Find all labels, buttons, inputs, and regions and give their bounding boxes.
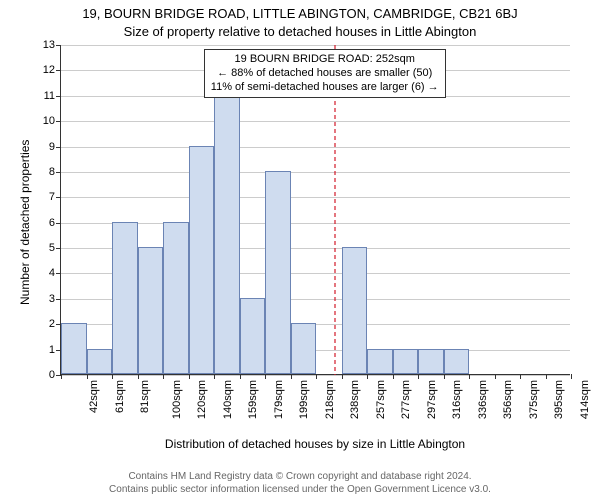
footer-line-2: Contains public sector information licen… (0, 484, 600, 497)
x-tick-mark (265, 374, 266, 379)
histogram-bar (163, 222, 189, 374)
x-tick-label: 375sqm (528, 380, 540, 419)
chart-footer: Contains HM Land Registry data © Crown c… (0, 471, 600, 496)
x-tick-label: 336sqm (477, 380, 489, 419)
chart-page: 19, BOURN BRIDGE ROAD, LITTLE ABINGTON, … (0, 0, 600, 500)
annotation-box: 19 BOURN BRIDGE ROAD: 252sqm← 88% of det… (204, 49, 446, 98)
histogram-bar (418, 349, 444, 374)
y-tick-mark (56, 299, 61, 300)
histogram-bar (291, 323, 317, 374)
y-tick-label: 9 (49, 141, 55, 153)
x-tick-mark (291, 374, 292, 379)
y-tick-mark (56, 121, 61, 122)
histogram-bar (393, 349, 419, 374)
y-tick-label: 12 (43, 64, 55, 76)
x-tick-mark (214, 374, 215, 379)
x-tick-mark (444, 374, 445, 379)
y-tick-label: 4 (49, 267, 55, 279)
y-tick-label: 6 (49, 217, 55, 229)
grid-line (61, 121, 570, 122)
x-tick-label: 81sqm (139, 380, 151, 413)
x-tick-mark (87, 374, 88, 379)
x-tick-mark (520, 374, 521, 379)
histogram-bar (87, 349, 113, 374)
y-tick-mark (56, 197, 61, 198)
footer-line-1: Contains HM Land Registry data © Crown c… (0, 471, 600, 484)
x-tick-mark (495, 374, 496, 379)
annotation-line-3: 11% of semi-detached houses are larger (… (211, 81, 439, 95)
x-tick-mark (138, 374, 139, 379)
histogram-bar (342, 247, 368, 374)
x-tick-label: 120sqm (196, 380, 208, 419)
y-axis-title: Number of detached properties (18, 140, 32, 305)
x-tick-label: 42sqm (88, 380, 100, 413)
histogram-bar (61, 323, 87, 374)
grid-line (61, 197, 570, 198)
histogram-bar (265, 171, 291, 374)
histogram-bar (444, 349, 470, 374)
x-tick-mark (112, 374, 113, 379)
x-tick-label: 257sqm (375, 380, 387, 419)
plot-area: 01234567891011121342sqm61sqm81sqm100sqm1… (60, 45, 570, 375)
y-tick-mark (56, 147, 61, 148)
x-axis-title: Distribution of detached houses by size … (60, 437, 570, 451)
x-tick-mark (393, 374, 394, 379)
grid-line (61, 45, 570, 46)
x-tick-mark (240, 374, 241, 379)
y-tick-mark (56, 70, 61, 71)
histogram-bar (189, 146, 215, 374)
y-tick-mark (56, 45, 61, 46)
x-tick-label: 297sqm (426, 380, 438, 419)
x-tick-mark (316, 374, 317, 379)
chart-title-main: 19, BOURN BRIDGE ROAD, LITTLE ABINGTON, … (0, 6, 600, 21)
y-tick-label: 11 (44, 90, 55, 102)
x-tick-mark (367, 374, 368, 379)
chart-title-sub: Size of property relative to detached ho… (0, 24, 600, 39)
x-tick-mark (469, 374, 470, 379)
x-tick-label: 277sqm (400, 380, 412, 419)
x-tick-label: 356sqm (502, 380, 514, 419)
y-tick-label: 10 (43, 115, 55, 127)
y-tick-mark (56, 273, 61, 274)
histogram-bar (214, 95, 240, 374)
grid-line (61, 147, 570, 148)
y-tick-label: 8 (49, 166, 55, 178)
x-tick-label: 395sqm (553, 380, 565, 419)
grid-line (61, 172, 570, 173)
x-tick-mark (189, 374, 190, 379)
x-tick-label: 218sqm (324, 380, 336, 419)
y-tick-label: 0 (49, 369, 55, 381)
y-tick-mark (56, 172, 61, 173)
x-tick-mark (61, 374, 62, 379)
x-tick-label: 316sqm (451, 380, 463, 419)
x-tick-label: 100sqm (171, 380, 183, 419)
y-tick-label: 2 (49, 318, 55, 330)
x-tick-label: 199sqm (298, 380, 310, 419)
x-tick-mark (163, 374, 164, 379)
y-tick-mark (56, 223, 61, 224)
histogram-bar (367, 349, 393, 374)
y-tick-label: 5 (49, 242, 55, 254)
y-tick-mark (56, 96, 61, 97)
histogram-bar (240, 298, 266, 374)
x-tick-label: 159sqm (247, 380, 259, 419)
y-tick-label: 3 (49, 293, 55, 305)
x-tick-label: 140sqm (222, 380, 234, 419)
histogram-bar (138, 247, 164, 374)
x-tick-mark (546, 374, 547, 379)
y-tick-mark (56, 248, 61, 249)
histogram-bar (112, 222, 138, 374)
annotation-line-1: 19 BOURN BRIDGE ROAD: 252sqm (211, 53, 439, 67)
y-tick-label: 13 (43, 39, 55, 51)
x-tick-label: 179sqm (273, 380, 285, 419)
x-tick-mark (418, 374, 419, 379)
x-tick-mark (571, 374, 572, 379)
x-tick-label: 238sqm (349, 380, 361, 419)
x-tick-mark (342, 374, 343, 379)
y-tick-label: 1 (49, 344, 55, 356)
x-tick-label: 414sqm (579, 380, 591, 419)
y-tick-label: 7 (49, 191, 55, 203)
x-tick-label: 61sqm (114, 380, 126, 413)
annotation-line-2: ← 88% of detached houses are smaller (50… (211, 67, 439, 81)
